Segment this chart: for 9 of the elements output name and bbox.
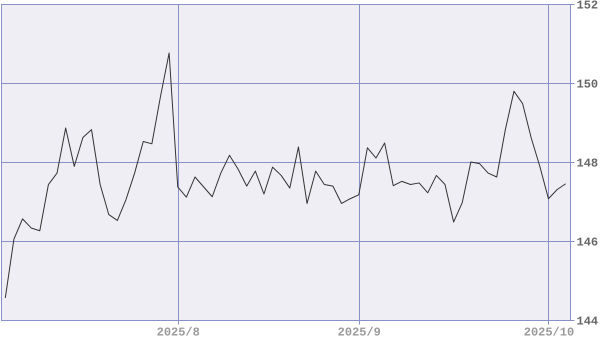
x-tick-label: 2025/8 <box>156 326 200 340</box>
line-series <box>4 52 566 298</box>
y-tick-label: 148 <box>576 156 598 170</box>
y-tick-label: 144 <box>576 314 598 328</box>
x-tick-label: 2025/9 <box>338 326 381 340</box>
y-tick-label: 146 <box>576 236 598 250</box>
y-tick-label: 150 <box>576 78 598 92</box>
y-tick-label: 152 <box>576 0 598 12</box>
x-tick-label: 2025/10 <box>524 326 574 340</box>
